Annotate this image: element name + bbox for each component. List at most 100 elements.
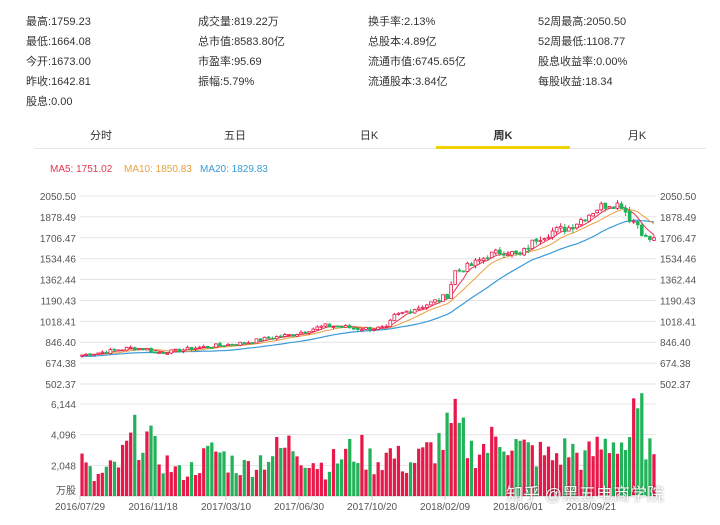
candle-body [96,352,101,355]
candle-body [424,304,429,308]
volume-bar [335,463,340,496]
volume-bar [262,469,267,496]
stat-item: 股息收益率:0.00% [538,52,627,72]
volume-bar [319,462,323,496]
stat-item: 市盈率:95.69 [198,52,262,72]
volume-bar [453,398,457,496]
volume-bar [400,471,405,496]
candle-body [108,349,113,354]
volume-bar [652,454,656,496]
y-tick-right: 1018.41 [660,317,697,328]
candle-body [392,314,397,321]
tab-2[interactable]: 日K [359,130,379,142]
ma5-line [81,205,655,356]
volume-bar [279,448,283,496]
volume-bar [636,408,640,496]
volume-bar [575,452,579,496]
volume-bar [396,445,401,496]
candle-body [498,249,502,255]
volume-bar [583,450,587,496]
volume-bar [437,433,441,496]
candle-body [530,239,535,249]
volume-bar [104,466,108,496]
candle-body [542,238,547,241]
candle-body [116,349,121,352]
stat-label: 成交量: [198,16,235,28]
candle-body [278,335,283,338]
volume-bar [283,447,287,496]
candle-body [648,235,652,240]
volume-bar [210,442,214,496]
candle-body [550,230,555,238]
candle-body [566,227,571,232]
candle-body [631,220,636,223]
x-tick-label: 2017/06/30 [274,502,324,513]
candle-body [493,249,498,254]
volume-bar [579,469,583,496]
volume-bar [226,472,230,496]
stat-value: 819.22万 [234,16,279,28]
volume-bar [441,449,445,496]
candle-body [262,336,267,341]
volume-bar [364,469,368,496]
y-tick-left: 1706.47 [40,234,77,245]
volume-bar [133,414,137,496]
candle-body [526,247,531,250]
stat-value: 1108.77 [586,36,626,48]
candle-body [372,329,376,331]
volume-bar [384,452,388,496]
candle-body [429,301,433,306]
candle-body [473,259,478,267]
stat-value: 5.79% [223,76,255,88]
stat-value: 95.69 [234,56,262,68]
candle-body [445,294,449,299]
tab-1[interactable]: 五日 [224,130,246,142]
volume-bar [429,442,433,496]
volume-bar [258,455,263,496]
volume-bar [181,480,186,496]
candle-body [469,263,474,266]
tab-3[interactable]: 周K [436,126,570,149]
candle-body [412,309,417,314]
volume-bar [145,431,149,496]
volume-bar [380,470,384,496]
candle-body [408,311,413,314]
volume-bar [295,456,299,496]
stat-item: 今开:1673.00 [26,52,91,72]
volume-bar [287,435,291,496]
stat-value: 0.00 [51,96,73,108]
y-tick-left: 1878.49 [40,213,77,224]
candle-body [562,226,567,233]
stat-label: 股息收益率: [538,56,597,68]
stats-row: 昨收:1642.81 振幅:5.79% 流通股本:3.84亿 每股收益:18.34 [26,72,706,92]
volume-bar [546,446,551,496]
stats-row: 今开:1673.00 市盈率:95.69 流通市值:6745.65亿 股息收益率:0.… [26,52,706,72]
candle-body [571,227,575,230]
volume-bar [169,472,173,496]
candle-body [506,254,510,256]
volume-bar [185,476,190,496]
stat-item: 换手率:2.13% [368,12,435,32]
candle-body [396,312,401,315]
candle-body [238,341,243,346]
volume-bar [477,454,482,496]
volume-bar [425,442,429,496]
tab-0[interactable]: 分时 [90,130,112,142]
candle-body [88,353,92,356]
volume-bar [376,462,380,496]
candle-body [185,346,190,351]
candle-body [153,351,157,354]
candle-body [201,345,206,348]
volume-bar [173,466,177,496]
x-tick-label: 2018/09/21 [566,502,616,513]
candle-body [652,237,656,241]
tab-4[interactable]: 月K [627,130,647,142]
volume-bar [615,453,620,496]
candle-body [254,338,259,344]
candle-body [112,348,117,351]
candle-body [141,348,145,351]
stats-row: 最高:1759.23 成交量:819.22万 换手率:2.13% 52周最高:2050… [26,12,706,32]
volume-bar [498,447,502,496]
volume-bar [96,473,100,496]
